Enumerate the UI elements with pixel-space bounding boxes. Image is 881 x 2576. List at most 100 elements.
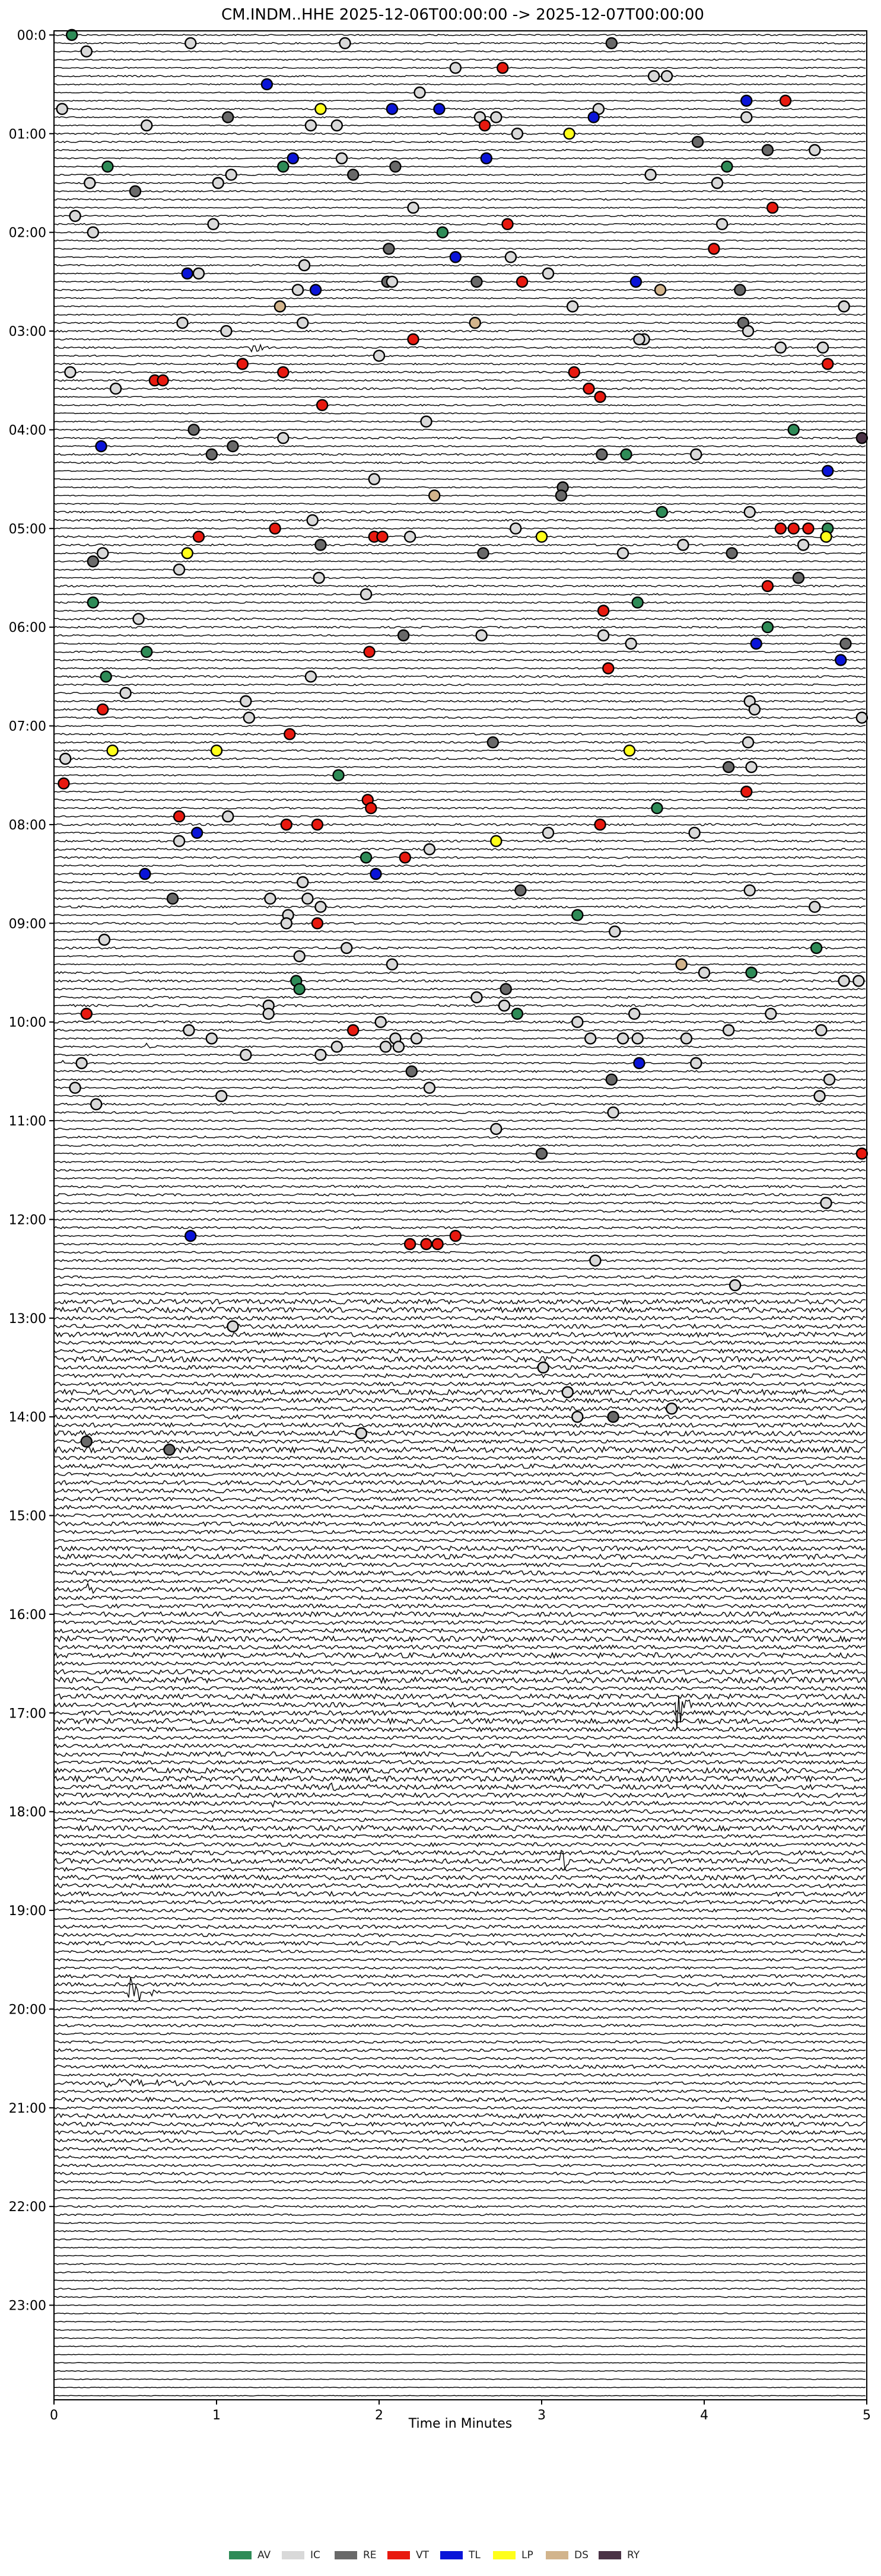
event-marker-vt xyxy=(787,522,800,535)
event-marker-ic xyxy=(173,563,186,576)
trace-line xyxy=(53,1792,866,1799)
trace-line xyxy=(53,1521,866,1527)
trace-line xyxy=(53,880,866,884)
trace-line xyxy=(53,519,866,522)
trace-line xyxy=(53,1874,866,1881)
y-tick-label: 23:00 xyxy=(9,2299,46,2314)
trace-line xyxy=(53,1479,866,1486)
event-marker-tl xyxy=(587,111,600,123)
trace-line xyxy=(53,1890,866,1897)
trace-line xyxy=(53,971,866,974)
trace-line xyxy=(53,445,866,448)
trace-line xyxy=(53,1907,866,1913)
legend-swatch-ry xyxy=(599,2551,621,2559)
event-marker-ic xyxy=(379,1041,392,1053)
event-marker-re xyxy=(314,539,327,551)
trace-line xyxy=(53,2006,866,2012)
y-tick-label: 08:00 xyxy=(9,818,46,833)
event-marker-ic xyxy=(616,1032,629,1045)
event-marker-tl xyxy=(750,637,762,650)
event-marker-re xyxy=(227,440,239,453)
event-marker-ic xyxy=(743,884,756,897)
event-marker-ic xyxy=(392,1041,405,1053)
trace-line xyxy=(53,1635,866,1643)
trace-line xyxy=(53,2271,866,2273)
event-marker-vt xyxy=(766,201,779,214)
event-marker-ic xyxy=(631,1032,644,1045)
event-marker-ic xyxy=(823,1073,836,1086)
event-marker-re xyxy=(722,761,735,774)
trace-line xyxy=(53,2040,866,2044)
trace-line xyxy=(53,1709,866,1717)
x-tick-label: 3 xyxy=(537,2408,546,2423)
event-marker-ic xyxy=(597,629,610,642)
trace-line xyxy=(53,1849,866,1871)
trace-line xyxy=(53,757,866,761)
event-marker-ic xyxy=(98,933,111,946)
trace-line xyxy=(53,1152,866,1155)
event-marker-lp xyxy=(106,744,119,757)
trace-line xyxy=(53,461,866,465)
trace-line xyxy=(53,1538,866,1543)
event-marker-ic xyxy=(423,843,436,856)
event-marker-tl xyxy=(629,275,643,288)
trace-line xyxy=(53,343,866,353)
trace-line xyxy=(53,774,866,777)
trace-line xyxy=(53,83,866,85)
event-marker-vt xyxy=(80,1007,93,1020)
event-marker-re xyxy=(389,160,402,173)
trace-line xyxy=(53,1446,866,1454)
x-tick-label: 1 xyxy=(212,2408,221,2423)
trace-line xyxy=(53,2090,866,2094)
trace-line xyxy=(53,872,866,876)
event-marker-re xyxy=(470,275,483,288)
event-marker-ic xyxy=(87,226,100,238)
trace-line xyxy=(53,683,866,686)
trace-line xyxy=(53,503,866,505)
event-marker-vt xyxy=(157,374,169,387)
event-marker-ic xyxy=(449,62,462,74)
trace-line xyxy=(53,1595,866,1601)
trace-line xyxy=(53,1331,866,1338)
trace-line xyxy=(53,288,866,291)
legend-swatch-re xyxy=(335,2551,357,2559)
trace-line xyxy=(53,166,866,168)
trace-line xyxy=(53,2246,866,2249)
trace-lines xyxy=(53,34,866,2397)
trace-line xyxy=(53,2180,866,2184)
event-marker-ds xyxy=(654,284,667,296)
event-marker-ic xyxy=(262,1007,275,1020)
y-tick-label: 20:00 xyxy=(9,2002,46,2017)
event-marker-vt xyxy=(277,366,290,379)
event-marker-ic xyxy=(185,37,197,50)
trace-line xyxy=(53,699,866,703)
legend-swatch-tl xyxy=(440,2551,463,2559)
event-marker-ic xyxy=(330,119,343,132)
event-marker-ic xyxy=(212,177,224,189)
event-marker-ic xyxy=(855,711,869,724)
y-tick-label: 21:00 xyxy=(9,2101,46,2116)
trace-line xyxy=(53,420,866,423)
event-marker-vt xyxy=(478,119,491,132)
trace-line xyxy=(53,42,866,44)
trace-line xyxy=(53,1405,866,1412)
trace-line xyxy=(53,2064,866,2069)
event-marker-ic xyxy=(607,1106,619,1119)
trace-line xyxy=(54,552,866,555)
trace-line xyxy=(53,1421,866,1429)
trace-line xyxy=(53,412,866,415)
trace-line xyxy=(53,1102,866,1106)
event-marker-ic xyxy=(740,111,753,123)
trace-line xyxy=(53,724,866,727)
event-marker-ic xyxy=(227,1320,239,1332)
event-marker-ic xyxy=(291,284,304,296)
event-marker-ic xyxy=(84,177,96,189)
event-marker-ic xyxy=(240,1048,252,1061)
trace-line xyxy=(53,297,866,300)
trace-line xyxy=(53,659,866,662)
trace-line xyxy=(53,2295,866,2298)
trace-line xyxy=(53,609,866,612)
event-marker-vt xyxy=(568,366,580,379)
trace-line xyxy=(53,1693,866,1700)
event-marker-ic xyxy=(743,505,756,519)
